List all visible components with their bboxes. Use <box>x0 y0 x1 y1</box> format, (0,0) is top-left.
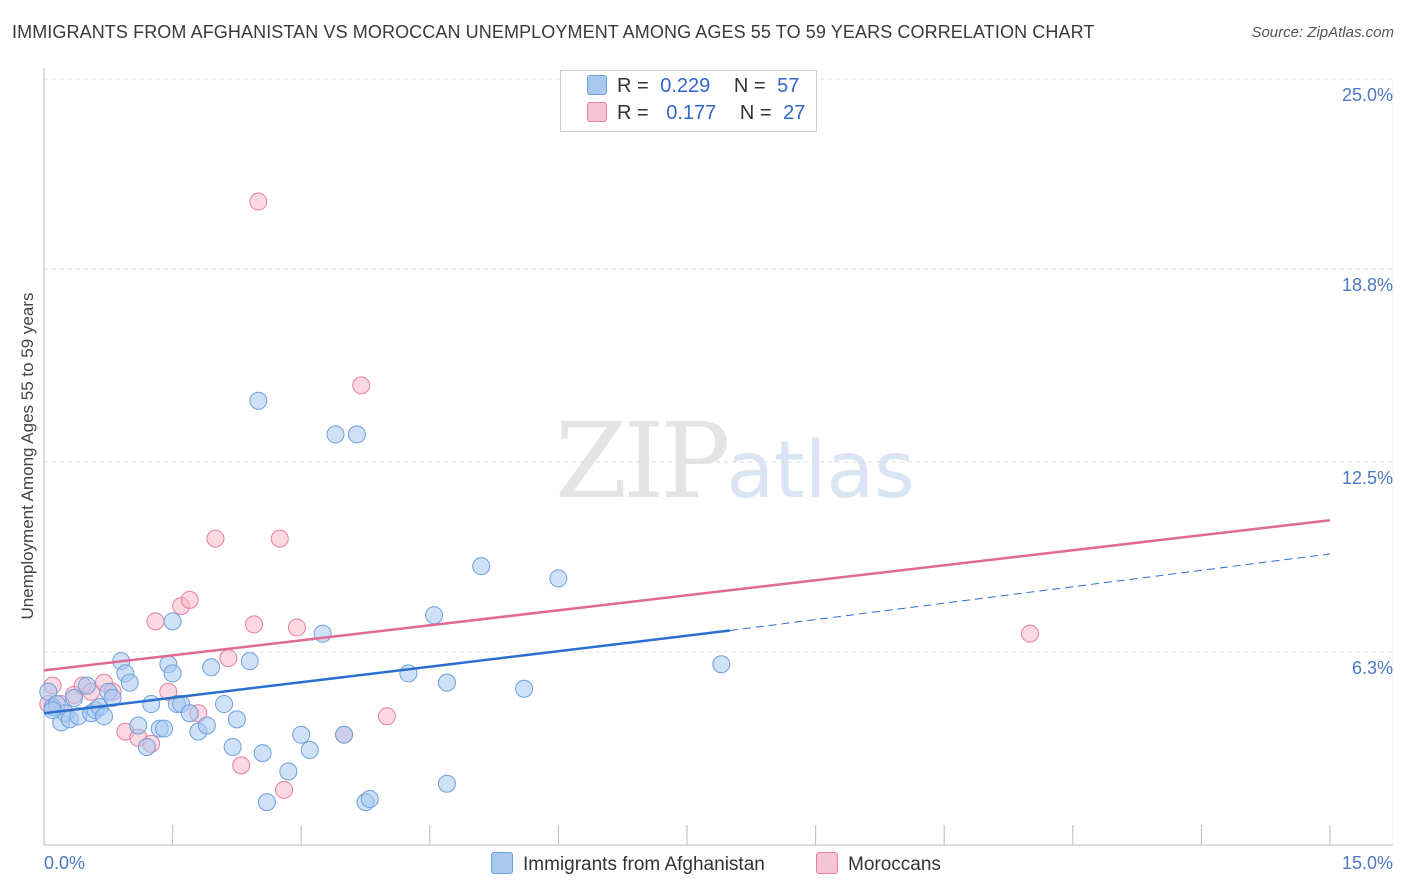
afghanistan-point <box>163 664 182 683</box>
moroccan-point <box>232 756 251 775</box>
bottom-legend-label: Immigrants from Afghanistan <box>523 854 765 875</box>
legend-n-label: N = <box>733 75 766 97</box>
afghanistan-point <box>257 793 276 812</box>
moroccan-point <box>1020 624 1039 643</box>
afghanistan-point <box>223 737 242 756</box>
afghanistan-point <box>549 569 568 588</box>
afghanistan-point <box>155 719 174 738</box>
afghanistan-point <box>202 658 221 677</box>
legend-n-label: N = <box>739 102 772 124</box>
legend-n-value: 27 <box>783 102 806 124</box>
grid-layer <box>44 78 1393 653</box>
trend-lines <box>43 518 1331 715</box>
afghanistan-point <box>279 762 298 781</box>
y-tick-label: 12.5% <box>1342 468 1393 488</box>
legend-r-value: 0.177 <box>666 102 717 124</box>
afghanistan-point <box>240 652 259 671</box>
legend-row-afghanistan: R = 0.229 N = 57 <box>587 75 799 99</box>
blue-swatch-icon <box>587 75 607 95</box>
legend-n-value: 57 <box>777 75 800 97</box>
moroccan-trend-line <box>43 518 1331 672</box>
afghanistan-point <box>215 695 234 714</box>
watermark-zip: ZIP <box>555 400 730 522</box>
moroccan-point <box>287 618 306 637</box>
afghanistan-point <box>360 790 379 809</box>
moroccan-point <box>245 615 264 634</box>
legend-r-label: R = <box>617 75 649 97</box>
moroccan-point <box>270 529 289 548</box>
afghanistan-point <box>292 725 311 744</box>
afghanistan-point <box>227 710 246 729</box>
afghanistan-point <box>515 679 534 698</box>
moroccan-point <box>146 612 165 631</box>
tick-labels: 6.3% 12.5% 18.8% 25.0% 0.0% 15.0% Unemployment… <box>18 85 1393 873</box>
afghanistan-point <box>347 425 366 444</box>
watermark: ZIPatlas <box>555 400 915 522</box>
afghanistan-point <box>142 695 161 714</box>
axis-layer <box>43 68 1394 846</box>
afghanistan-point <box>43 701 62 720</box>
pink-swatch-icon <box>816 852 838 874</box>
legend-r-value: 0.229 <box>660 75 711 97</box>
moroccan-point <box>206 529 225 548</box>
bottom-legend-label: Moroccans <box>848 854 941 875</box>
afghanistan-point <box>103 688 122 707</box>
afghanistan-point <box>197 716 216 735</box>
legend-row-moroccans: R = 0.177 N = 27 <box>587 102 805 126</box>
afghanistan-trend-extension <box>729 553 1331 632</box>
moroccan-point <box>377 707 396 726</box>
moroccan-point <box>275 780 294 799</box>
x-tick-label: 15.0% <box>1342 853 1393 873</box>
moroccan-point <box>159 682 178 701</box>
watermark-atlas: atlas <box>726 426 915 516</box>
x-tick-label: 0.0% <box>44 853 85 873</box>
afghanistan-point <box>180 704 199 723</box>
bottom-legend-moroccans: Moroccans <box>816 852 941 876</box>
pink-swatch-icon <box>587 102 607 122</box>
afghanistan-point <box>425 606 444 625</box>
afghanistan-point <box>137 737 156 756</box>
moroccan-point <box>352 376 371 395</box>
y-axis-title: Unemployment Among Ages 55 to 59 years <box>18 293 37 620</box>
bottom-legend-afghanistan: Immigrants from Afghanistan <box>491 852 765 876</box>
source-credit: Source: ZipAtlas.com <box>1251 24 1394 41</box>
afghanistan-point <box>712 655 731 674</box>
afghanistan-point <box>163 612 182 631</box>
afghanistan-point <box>77 676 96 695</box>
legend-r-label: R = <box>617 102 649 124</box>
afghanistan-point <box>253 744 272 763</box>
chart-title: IMMIGRANTS FROM AFGHANISTAN VS MOROCCAN … <box>12 22 1095 42</box>
afghanistan-point <box>335 725 354 744</box>
afghanistan-point <box>300 741 319 760</box>
afghanistan-point <box>472 557 491 576</box>
afghanistan-point <box>120 673 139 692</box>
afghanistan-points <box>39 391 731 812</box>
moroccan-point <box>249 192 268 211</box>
y-tick-label: 25.0% <box>1342 85 1393 105</box>
afghanistan-point <box>129 716 148 735</box>
afghanistan-point <box>437 774 456 793</box>
blue-swatch-icon <box>491 852 513 874</box>
y-tick-label: 18.8% <box>1342 275 1393 295</box>
afghanistan-point <box>437 673 456 692</box>
afghanistan-point <box>249 391 268 410</box>
afghanistan-trend-line <box>43 629 731 715</box>
afghanistan-point <box>65 688 84 707</box>
afghanistan-point <box>95 707 114 726</box>
moroccan-point <box>180 590 199 609</box>
y-tick-label: 6.3% <box>1352 658 1393 678</box>
afghanistan-point <box>326 425 345 444</box>
moroccan-point <box>219 649 238 668</box>
correlation-legend: R = 0.229 N = 57 R = 0.177 N = 27 <box>560 70 817 132</box>
